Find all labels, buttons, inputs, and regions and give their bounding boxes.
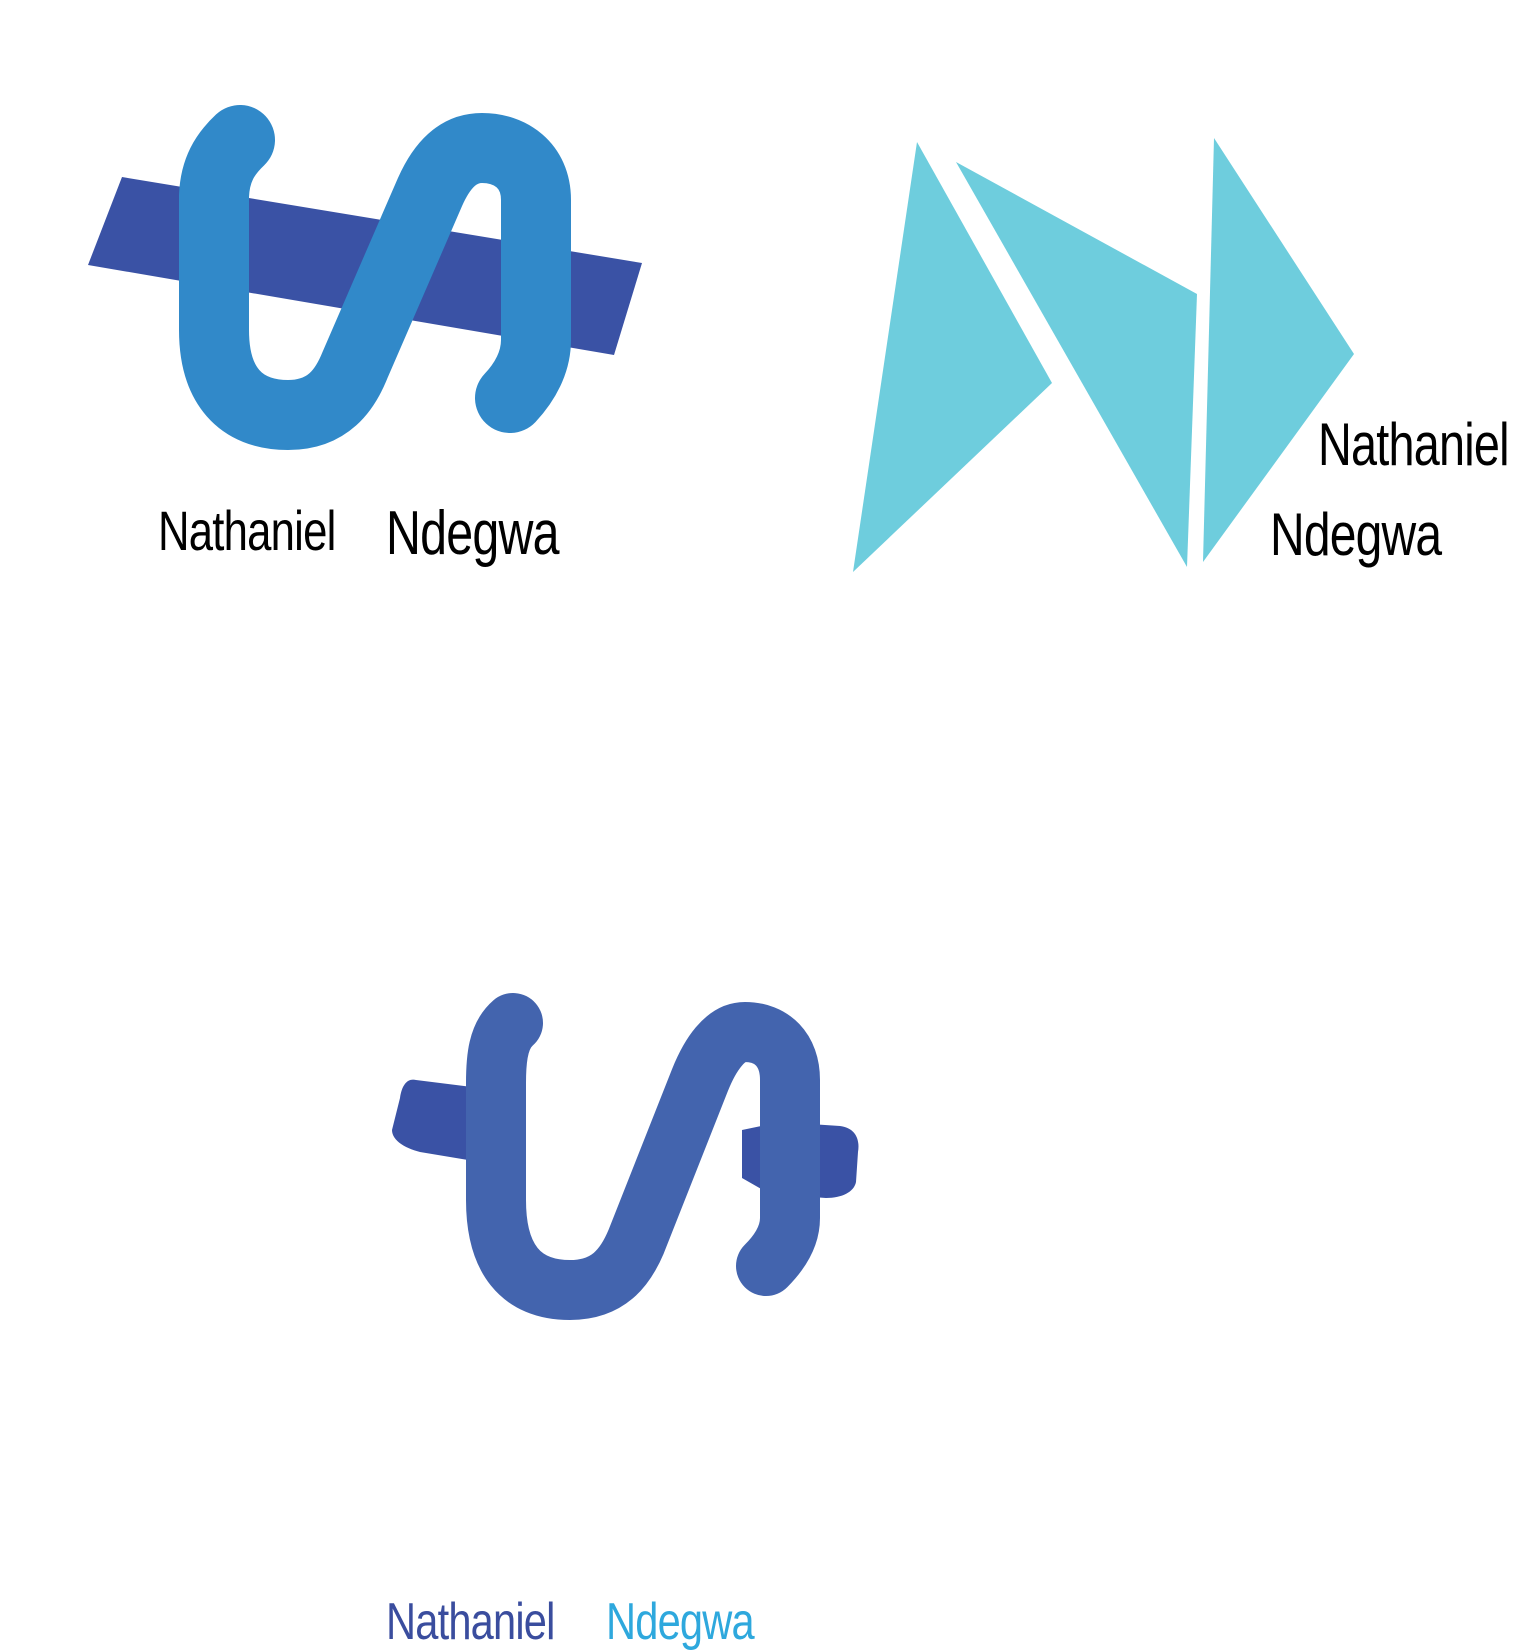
s-wave-mark-rounded-icon bbox=[392, 993, 859, 1320]
logo-name-first: Nathaniel bbox=[1318, 411, 1510, 478]
logo-concept-2: Nathaniel Ndegwa bbox=[840, 120, 1526, 600]
triangle-right bbox=[1203, 138, 1354, 562]
logo-name-last: Ndegwa bbox=[386, 499, 560, 568]
s-stroke bbox=[466, 993, 820, 1320]
logo-concept-1: Nathaniel Ndegwa bbox=[0, 0, 700, 620]
logo-concept-3: Nathaniel Ndegwa bbox=[380, 980, 880, 1651]
triangle-middle bbox=[956, 162, 1197, 567]
s-stroke bbox=[179, 105, 571, 450]
s-wave-mark-icon bbox=[88, 105, 642, 450]
triangle-arrows-mark-icon bbox=[853, 138, 1354, 572]
logo-name-last: Ndegwa bbox=[1270, 501, 1442, 568]
logo-name-first: Nathaniel bbox=[158, 499, 336, 562]
triangle-left bbox=[853, 142, 1052, 572]
band-left bbox=[392, 1079, 480, 1162]
logo-name-first: Nathaniel bbox=[386, 1593, 555, 1651]
logo-name-last: Ndegwa bbox=[606, 1593, 755, 1651]
